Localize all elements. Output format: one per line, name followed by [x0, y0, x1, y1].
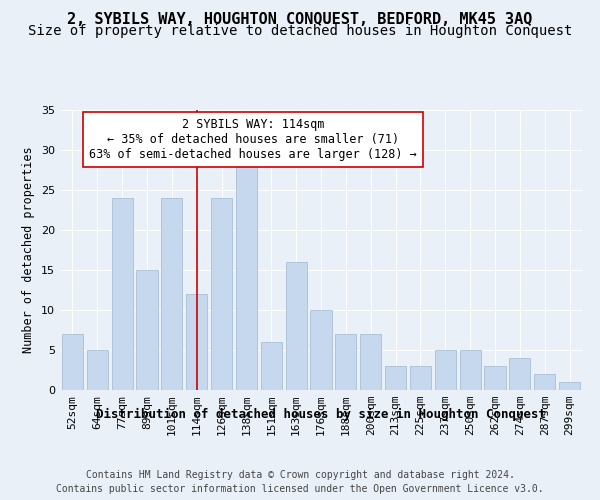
Text: Distribution of detached houses by size in Houghton Conquest: Distribution of detached houses by size … [96, 408, 546, 420]
Bar [112, 198, 133, 390]
Bar [559, 382, 580, 390]
Bar [211, 198, 232, 390]
Bar [360, 334, 381, 390]
Bar [236, 158, 257, 390]
Bar [385, 366, 406, 390]
Bar [534, 374, 555, 390]
Text: Size of property relative to detached houses in Houghton Conquest: Size of property relative to detached ho… [28, 24, 572, 38]
Bar [310, 310, 332, 390]
Bar [87, 350, 108, 390]
Text: Contains public sector information licensed under the Open Government Licence v3: Contains public sector information licen… [56, 484, 544, 494]
Text: Contains HM Land Registry data © Crown copyright and database right 2024.: Contains HM Land Registry data © Crown c… [86, 470, 514, 480]
Text: 2, SYBILS WAY, HOUGHTON CONQUEST, BEDFORD, MK45 3AQ: 2, SYBILS WAY, HOUGHTON CONQUEST, BEDFOR… [67, 12, 533, 28]
Bar [435, 350, 456, 390]
Bar [286, 262, 307, 390]
Bar [335, 334, 356, 390]
Y-axis label: Number of detached properties: Number of detached properties [22, 146, 35, 354]
Bar [161, 198, 182, 390]
Bar [136, 270, 158, 390]
Bar [509, 358, 530, 390]
Bar [186, 294, 207, 390]
Bar [410, 366, 431, 390]
Bar [460, 350, 481, 390]
Bar [261, 342, 282, 390]
Bar [484, 366, 506, 390]
Bar [62, 334, 83, 390]
Text: 2 SYBILS WAY: 114sqm
← 35% of detached houses are smaller (71)
63% of semi-detac: 2 SYBILS WAY: 114sqm ← 35% of detached h… [89, 118, 417, 162]
